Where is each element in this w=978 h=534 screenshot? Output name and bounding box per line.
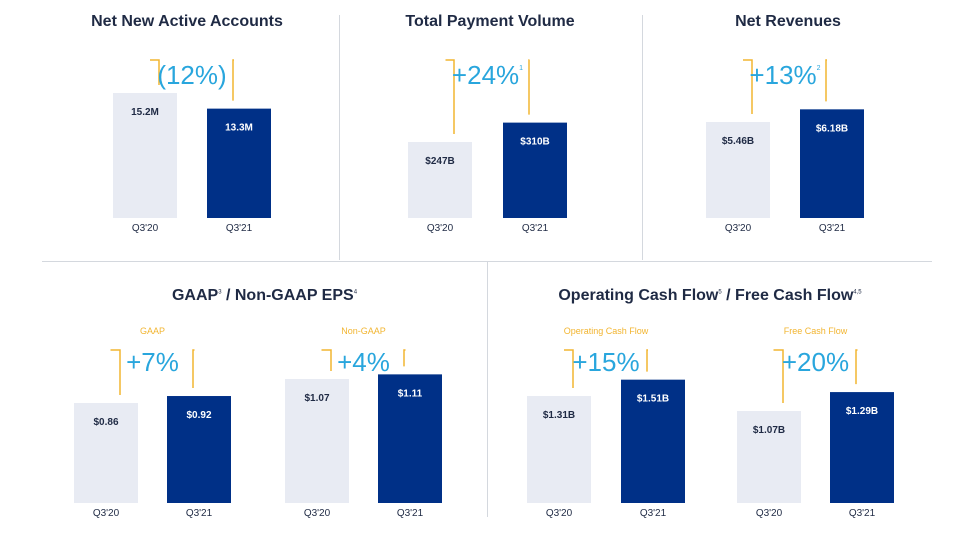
category-label: Q3'20	[725, 223, 752, 234]
change-percent: +24%1	[452, 60, 523, 90]
change-bracket	[773, 349, 858, 403]
title-eps: GAAP3 / Non-GAAP EPS4	[42, 287, 487, 305]
category-label: Q3'21	[640, 508, 667, 519]
change-bracket	[321, 349, 406, 371]
category-label: Q3'20	[756, 508, 783, 519]
series-subtitle: GAAP	[140, 326, 165, 336]
category-label: Q3'21	[186, 508, 213, 519]
category-label: Q3'21	[522, 223, 549, 234]
change-percent: +15%	[572, 347, 639, 377]
bar-prior	[527, 396, 591, 503]
category-label: Q3'21	[849, 508, 876, 519]
series-subtitle: Non-GAAP	[341, 326, 386, 336]
title-total-payment-volume: Total Payment Volume	[340, 13, 640, 31]
title-cash-flow: Operating Cash Flow5 / Free Cash Flow4,5	[488, 287, 932, 305]
bar-current	[621, 379, 685, 503]
bar-value-label: $1.51B	[637, 394, 669, 405]
bar-value-label: $247B	[425, 156, 454, 167]
change-bracket	[445, 59, 530, 134]
bar-value-label: $5.46B	[722, 136, 754, 147]
series-subtitle: Free Cash Flow	[784, 326, 848, 336]
category-label: Q3'21	[226, 223, 253, 234]
bar-current	[830, 392, 894, 503]
bar-prior	[737, 411, 801, 503]
bar-current	[378, 374, 442, 503]
bar-value-label: $1.29B	[846, 406, 878, 417]
change-bracket	[150, 59, 234, 101]
title-text-a: Operating Cash Flow	[558, 287, 719, 304]
bar-value-label: $310B	[520, 137, 549, 148]
bar-value-label: 13.3M	[225, 123, 253, 134]
bar-prior	[74, 403, 138, 503]
title-net-revenues: Net Revenues	[643, 13, 933, 31]
change-footnote: 2	[817, 65, 821, 72]
bar-value-label: $0.92	[186, 410, 211, 421]
divider-top-2	[642, 15, 643, 260]
change-footnote: 1	[519, 65, 523, 72]
bar-value-label: $1.07	[304, 393, 329, 404]
bar-prior	[706, 122, 770, 218]
change-percent: +13%2	[749, 60, 820, 90]
divider-horizontal	[42, 261, 932, 262]
bar-prior	[113, 93, 177, 218]
title-text-b: / Non-GAAP EPS	[221, 287, 354, 304]
bar-current	[503, 122, 567, 218]
divider-bottom	[487, 262, 488, 517]
bar-value-label: $1.07B	[753, 425, 785, 436]
category-label: Q3'20	[304, 508, 331, 519]
category-label: Q3'20	[93, 508, 120, 519]
title-text-b: / Free Cash Flow	[721, 287, 854, 304]
title-footnote-b: 4	[353, 289, 358, 296]
bar-value-label: $1.31B	[543, 410, 575, 421]
title-text: Net New Active Accounts	[91, 13, 283, 30]
change-percent: +4%	[337, 347, 390, 377]
change-percent: +20%	[782, 347, 849, 377]
bar-prior	[408, 142, 472, 218]
change-bracket	[564, 349, 648, 388]
bar-value-label: $1.11	[398, 388, 423, 399]
title-footnote-a: 3	[218, 289, 222, 296]
bar-value-label: $0.86	[93, 417, 118, 428]
title-text: Net Revenues	[735, 13, 841, 30]
category-label: Q3'20	[427, 223, 454, 234]
bar-value-label: $6.18B	[816, 123, 848, 134]
title-text-a: GAAP	[171, 287, 219, 304]
bar-current	[800, 109, 864, 218]
title-text: Total Payment Volume	[405, 13, 575, 30]
category-label: Q3'21	[819, 223, 846, 234]
category-label: Q3'21	[397, 508, 424, 519]
title-footnote-b: 4,5	[853, 289, 862, 296]
change-percent: (12%)	[157, 60, 226, 90]
change-bracket	[743, 59, 827, 114]
bar-prior	[285, 379, 349, 503]
change-percent: +7%	[126, 347, 179, 377]
change-bracket	[110, 349, 195, 395]
category-label: Q3'20	[132, 223, 159, 234]
bar-current	[167, 396, 231, 503]
title-net-new-active-accounts: Net New Active Accounts	[42, 13, 332, 31]
series-subtitle: Operating Cash Flow	[564, 326, 649, 336]
category-label: Q3'20	[546, 508, 573, 519]
divider-top-1	[339, 15, 340, 260]
bar-current	[207, 108, 271, 218]
bar-value-label: 15.2M	[131, 107, 159, 118]
title-footnote-a: 5	[718, 289, 722, 296]
